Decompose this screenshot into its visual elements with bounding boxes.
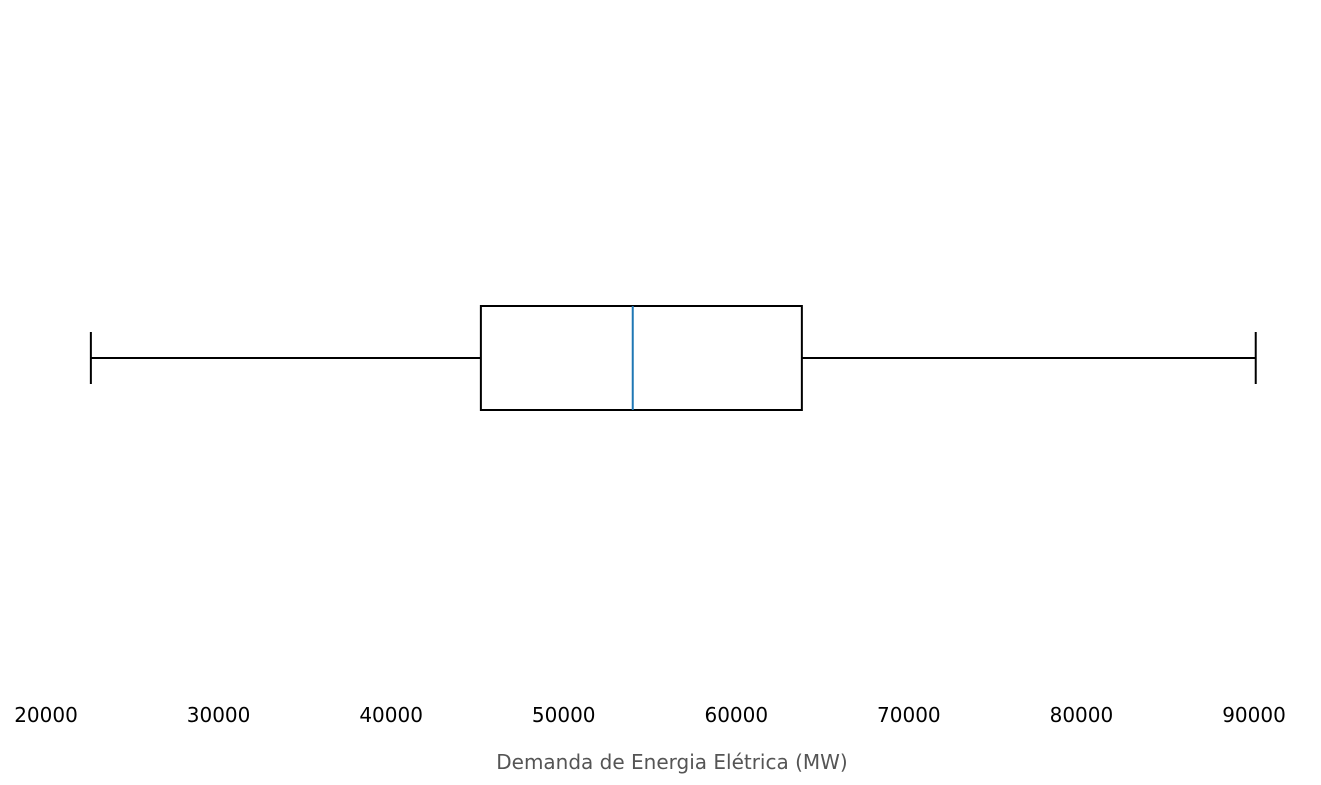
x-axis-label: Demanda de Energia Elétrica (MW) <box>496 750 848 774</box>
x-tick-label: 60000 <box>704 703 768 727</box>
plot-area <box>89 305 1257 411</box>
x-tick-label: 70000 <box>877 703 941 727</box>
x-tick-label: 80000 <box>1050 703 1114 727</box>
x-tick-label: 40000 <box>359 703 423 727</box>
x-tick-label: 90000 <box>1222 703 1286 727</box>
iqr-box <box>479 305 803 411</box>
x-tick-label: 50000 <box>532 703 596 727</box>
x-tick-label: 30000 <box>187 703 251 727</box>
x-tick-label: 20000 <box>14 703 78 727</box>
x-axis: 20000 30000 40000 50000 60000 70000 80000 90000 <box>14 703 1286 727</box>
